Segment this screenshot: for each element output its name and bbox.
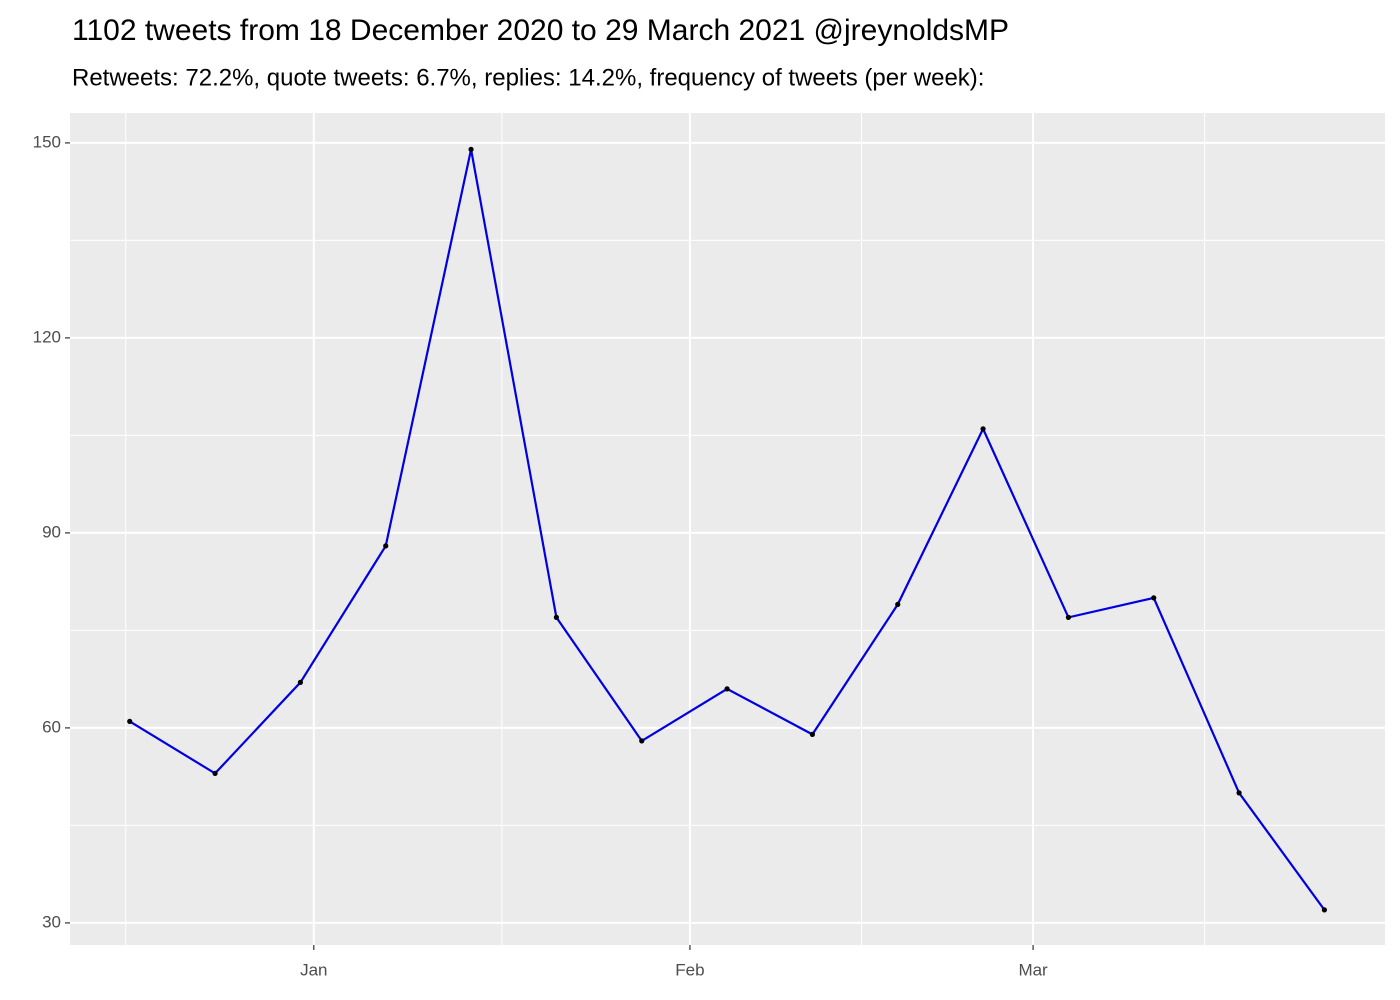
data-point — [724, 686, 730, 692]
data-point — [383, 543, 389, 549]
data-point — [980, 426, 986, 432]
y-tick-label: 60 — [42, 717, 61, 736]
data-point — [1321, 907, 1328, 913]
data-point — [895, 601, 901, 608]
y-tick-label: 90 — [42, 522, 61, 541]
data-point — [127, 718, 133, 725]
data-point — [212, 770, 218, 777]
data-point — [809, 731, 816, 738]
data-point — [1151, 595, 1157, 601]
data-point — [297, 679, 304, 686]
data-point — [468, 146, 474, 152]
data-point — [553, 614, 560, 621]
chart-title: 1102 tweets from 18 December 2020 to 29 … — [72, 14, 1009, 47]
plot-panel — [70, 113, 1385, 945]
y-tick-label: 120 — [33, 327, 61, 346]
y-tick-label: 30 — [42, 912, 61, 931]
data-point — [1236, 790, 1242, 796]
data-point — [639, 738, 645, 744]
x-tick-label: Mar — [1018, 960, 1048, 979]
x-tick-label: Feb — [675, 960, 704, 979]
x-tick-label: Jan — [300, 960, 327, 979]
chart-subtitle: Retweets: 72.2%, quote tweets: 6.7%, rep… — [72, 64, 984, 91]
data-point — [1065, 614, 1072, 621]
y-tick-label: 150 — [33, 132, 61, 151]
